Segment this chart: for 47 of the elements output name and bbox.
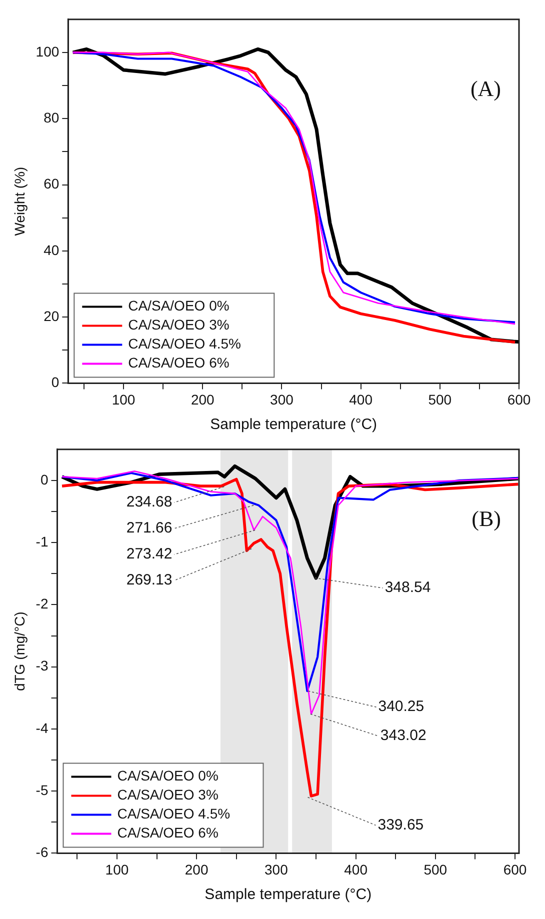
annotation: (B) xyxy=(472,506,501,532)
y-tick-label: -4 xyxy=(36,720,48,736)
y-tick-label: -5 xyxy=(36,782,48,798)
x-tick-label: 400 xyxy=(349,391,373,408)
annotation: (A) xyxy=(470,76,501,102)
y-tick-label: 40 xyxy=(44,242,60,258)
annotation: 273.42 xyxy=(126,546,172,563)
y-tick-label: 0 xyxy=(51,374,60,390)
y-tick-label: -3 xyxy=(36,658,48,674)
annotation: 271.66 xyxy=(126,520,172,537)
x-tick-label: 200 xyxy=(190,391,215,408)
annotation: 343.02 xyxy=(380,727,426,744)
y-tick-label: 60 xyxy=(44,176,60,192)
annotation: 234.68 xyxy=(126,494,172,511)
y-tick-label: -1 xyxy=(36,533,48,550)
y-tick-label: 20 xyxy=(44,308,60,324)
x-tick-label: 600 xyxy=(507,391,531,408)
x-tick-label: 600 xyxy=(503,861,527,878)
legend-label: CA/SA/OEO 6% xyxy=(117,824,218,841)
y-tick-label: 100 xyxy=(36,43,60,60)
x-axis-title: Sample temperature (°C) xyxy=(210,416,378,434)
annotation: 269.13 xyxy=(126,572,172,589)
legend-label: CA/SA/OEO 4.5% xyxy=(117,806,230,822)
legend-label: CA/SA/OEO 0% xyxy=(117,768,218,784)
x-tick-label: 500 xyxy=(428,391,452,408)
x-tick-label: 100 xyxy=(105,861,129,878)
y-tick-label: -6 xyxy=(36,844,48,860)
x-tick-label: 200 xyxy=(184,861,208,878)
x-tick-label: 300 xyxy=(264,861,288,878)
y-axis-title: Weight (%) xyxy=(11,166,28,236)
annotation: 348.54 xyxy=(384,579,431,596)
y-axis-title: dTG (mg/°C) xyxy=(11,612,28,692)
legend-label: CA/SA/OEO 0% xyxy=(128,298,230,314)
y-tick-label: -2 xyxy=(36,596,48,612)
annotation: 339.65 xyxy=(378,816,424,834)
x-tick-label: 100 xyxy=(112,391,136,408)
legend-label: CA/SA/OEO 6% xyxy=(128,354,230,371)
annotation: 340.25 xyxy=(378,698,424,716)
legend-label: CA/SA/OEO 3% xyxy=(117,786,218,803)
x-tick-label: 500 xyxy=(424,861,448,878)
legend-label: CA/SA/OEO 3% xyxy=(128,316,230,333)
y-tick-label: 0 xyxy=(40,471,48,488)
x-tick-label: 400 xyxy=(344,861,368,878)
y-tick-label: 80 xyxy=(44,109,60,126)
x-tick-label: 300 xyxy=(270,391,294,408)
legend-label: CA/SA/OEO 4.5% xyxy=(128,336,241,352)
x-axis-title: Sample temperature (°C) xyxy=(204,886,372,904)
